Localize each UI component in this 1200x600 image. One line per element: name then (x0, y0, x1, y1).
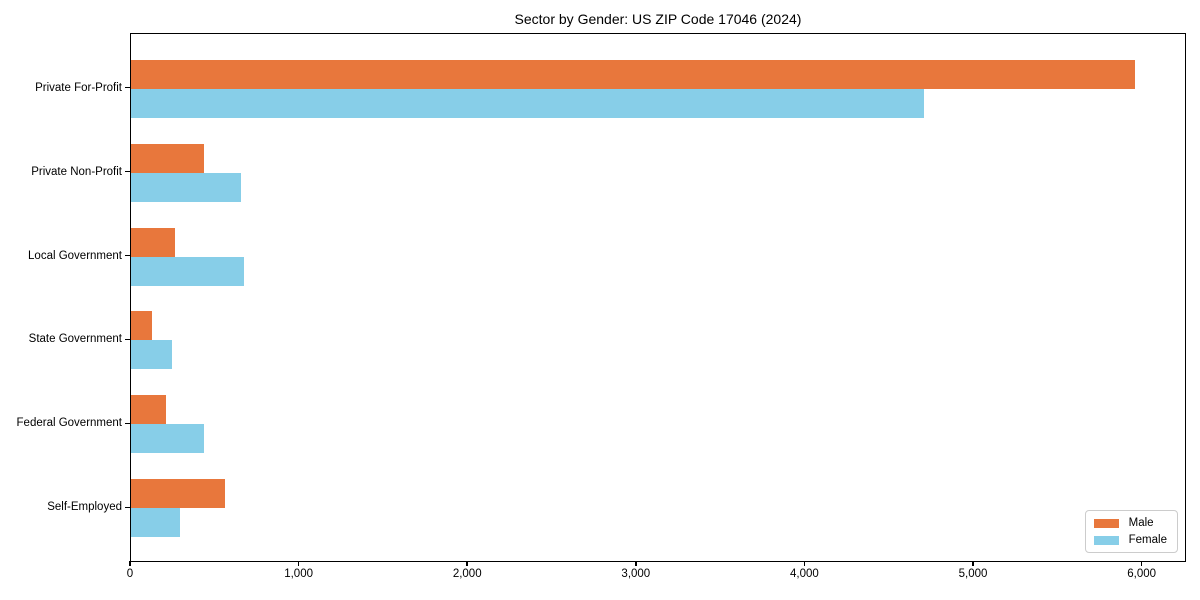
y-tick-0 (125, 86, 130, 89)
bar-female-3 (131, 340, 173, 370)
y-tick-4 (125, 422, 130, 425)
x-tick-4 (803, 561, 806, 566)
y-tick-1 (125, 170, 130, 173)
x-axis-label-5: 5,000 (958, 568, 988, 580)
y-axis-label-0: Private For-Profit (35, 81, 122, 94)
plot-area: Male Female (130, 33, 1186, 562)
legend: Male Female (1084, 510, 1178, 553)
bar-male-2 (131, 227, 175, 257)
legend-swatch-female (1093, 535, 1119, 545)
x-axis-label-6: 6,000 (1127, 568, 1157, 580)
x-axis-label-4: 4,000 (790, 568, 819, 580)
y-axis-label-1: Private Non-Profit (31, 165, 122, 178)
legend-item-female: Female (1093, 534, 1167, 546)
bar-female-0 (131, 88, 924, 118)
legend-label-female: Female (1128, 534, 1167, 546)
x-axis-label-0: 0 (126, 568, 134, 580)
x-axis-label-3: 3,000 (621, 568, 651, 580)
bar-female-1 (131, 172, 241, 202)
x-tick-5 (972, 561, 974, 566)
y-axis-label-5: Self-Employed (47, 501, 122, 514)
x-axis-label-2: 2,000 (452, 568, 482, 580)
x-tick-3 (635, 561, 637, 566)
x-tick-2 (466, 561, 468, 566)
chart-title: Sector by Gender: US ZIP Code 17046 (202… (514, 11, 802, 27)
bar-male-3 (131, 311, 153, 341)
bar-female-4 (131, 424, 204, 454)
x-axis-label-1: 1,000 (284, 568, 313, 580)
bar-male-4 (131, 395, 167, 425)
x-tick-1 (297, 561, 300, 566)
y-tick-3 (125, 338, 130, 341)
legend-label-male: Male (1128, 517, 1154, 529)
bar-male-5 (131, 479, 225, 509)
legend-swatch-male (1093, 518, 1119, 528)
x-tick-6 (1140, 561, 1143, 566)
y-axis-label-3: State Government (28, 333, 122, 346)
x-tick-0 (129, 561, 131, 566)
bar-female-5 (131, 508, 180, 538)
bar-male-0 (131, 59, 1136, 89)
y-axis-label-4: Federal Government (16, 417, 122, 430)
y-tick-5 (125, 506, 130, 509)
bar-male-1 (131, 143, 204, 173)
legend-item-male: Male (1093, 517, 1167, 529)
y-tick-2 (125, 254, 130, 257)
bar-female-2 (131, 256, 244, 286)
y-axis-label-2: Local Government (28, 249, 122, 262)
